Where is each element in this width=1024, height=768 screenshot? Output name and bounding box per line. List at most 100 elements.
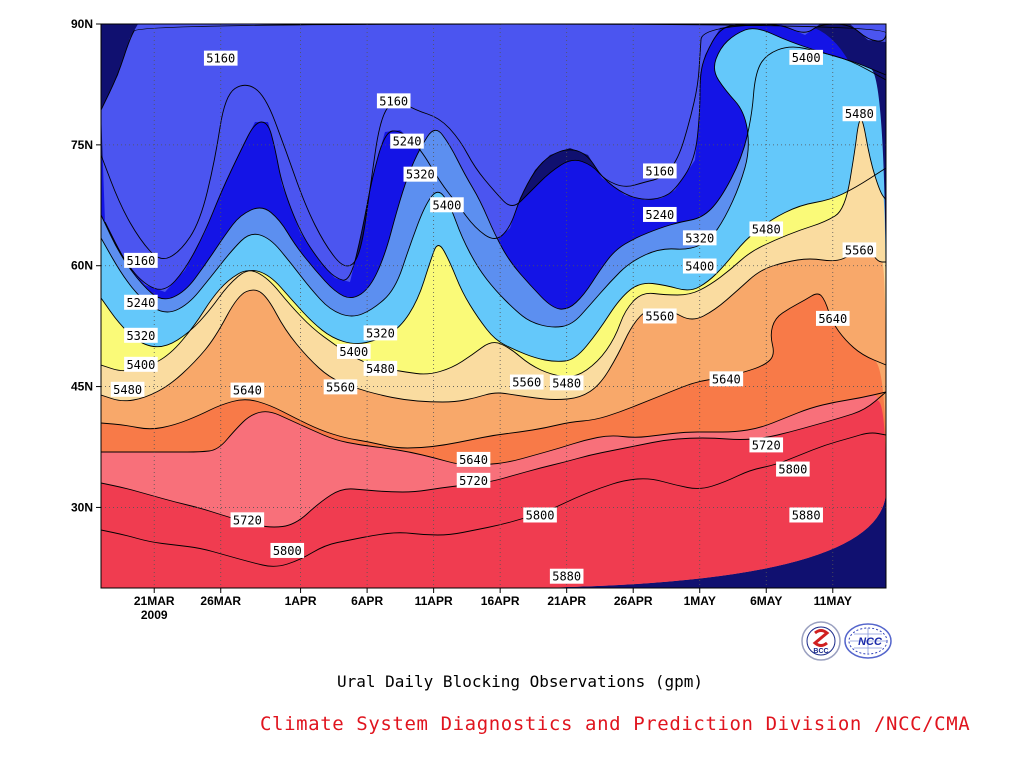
contour-label: 5480 (549, 375, 584, 391)
svg-text:5400: 5400 (432, 198, 461, 212)
svg-text:5480: 5480 (366, 362, 395, 376)
y-tick-label: 75N (71, 138, 93, 152)
contour-label: 5800 (776, 461, 810, 477)
x-tick-label: 21MAR (134, 594, 175, 608)
svg-text:5480: 5480 (845, 107, 874, 121)
svg-text:5160: 5160 (379, 94, 408, 108)
contour-label: 5160 (376, 93, 411, 109)
svg-text:5240: 5240 (126, 296, 155, 310)
gridlines (101, 24, 886, 588)
contour-label: 5800 (270, 542, 305, 558)
contour-label: 5400 (124, 356, 158, 372)
x-tick-label: 11MAY (814, 594, 852, 608)
svg-text:5720: 5720 (459, 474, 488, 488)
contour-label: 5400 (430, 197, 464, 213)
contour-line-undefined (101, 432, 886, 567)
x-tick-label: 6MAY (750, 594, 782, 608)
contour-label: 5320 (403, 166, 438, 182)
svg-text:5240: 5240 (393, 135, 422, 149)
svg-text:5480: 5480 (752, 222, 781, 236)
contour-label: 5400 (336, 343, 371, 359)
credit-line: Climate System Diagnostics and Predictio… (260, 713, 971, 735)
contour-label: 5160 (203, 50, 238, 66)
svg-text:5400: 5400 (126, 358, 155, 372)
contour-label: 5880 (549, 568, 584, 584)
contour-label: 5160 (124, 252, 158, 268)
contour-line-5640 (101, 246, 886, 403)
contour-label: 5480 (749, 221, 784, 237)
contour-label: 5880 (789, 507, 823, 523)
svg-text:5640: 5640 (818, 312, 847, 326)
x-tick-label: 26APR (614, 594, 653, 608)
svg-text:5320: 5320 (685, 231, 714, 245)
contour-line-5720 (101, 293, 886, 449)
svg-text:5720: 5720 (752, 438, 781, 452)
svg-text:5800: 5800 (526, 508, 555, 522)
contour-line-5240 (101, 24, 886, 290)
contour-label: 5720 (456, 472, 491, 488)
chart-title: Ural Daily Blocking Observations (gpm) (336, 672, 704, 691)
y-tick-label: 90N (71, 17, 93, 31)
contour-line-5560 (101, 118, 886, 378)
contour-label: 5320 (363, 325, 398, 341)
ncc-logo: NCC (844, 623, 892, 659)
contour-label: 5640 (709, 371, 744, 387)
x-tick-year-label: 2009 (141, 608, 168, 622)
contour-label: 5400 (789, 49, 823, 65)
contour-label: 5560 (643, 308, 677, 324)
contour-line-5160 (101, 24, 886, 267)
svg-text:5160: 5160 (126, 254, 155, 268)
y-tick-label: 60N (71, 259, 93, 273)
svg-text:5160: 5160 (206, 52, 235, 66)
x-tick-label: 6APR (351, 594, 383, 608)
y-tick-label: 45N (71, 380, 93, 394)
contour-label: 5400 (682, 258, 717, 274)
contour-label: 5480 (842, 106, 877, 122)
contour-label: 5240 (390, 133, 424, 149)
bcc-logo: BCC (801, 621, 841, 661)
contour-label: 5560 (323, 379, 358, 395)
contour-label: 5240 (124, 294, 158, 310)
svg-text:5400: 5400 (685, 260, 714, 274)
contour-labels: 5160 5160 5160 5160 5240 5240 5240 5320 5320 5320… (110, 49, 877, 584)
contour-label: 5480 (363, 360, 398, 376)
x-tick-label: 1APR (285, 594, 317, 608)
svg-text:5560: 5560 (326, 380, 355, 394)
svg-text:5400: 5400 (339, 345, 368, 359)
x-tick-label: 11APR (415, 594, 453, 608)
contour-label: 5640 (456, 451, 491, 467)
plot-frame (100, 23, 887, 589)
svg-text:5640: 5640 (233, 384, 262, 398)
x-tick-label: 16APR (481, 594, 520, 608)
contour-band-5240 (101, 24, 886, 292)
contour-label: 5480 (110, 381, 145, 397)
svg-text:5640: 5640 (459, 453, 488, 467)
contour-label: 5240 (643, 206, 677, 222)
svg-text:5880: 5880 (552, 570, 581, 584)
x-tick-label: 1MAY (684, 594, 716, 608)
bcc-logo-text: BCC (813, 648, 828, 655)
svg-text:5560: 5560 (645, 309, 674, 323)
svg-text:5560: 5560 (845, 243, 874, 257)
contour-label: 5320 (124, 327, 158, 343)
contour-band-5880 (101, 400, 886, 588)
contour-label: 5160 (643, 163, 677, 179)
contour-label: 5800 (523, 507, 557, 523)
svg-text:5400: 5400 (792, 51, 821, 65)
svg-text:5240: 5240 (645, 208, 674, 222)
contour-label: 5560 (509, 374, 544, 390)
contour-label: 5640 (815, 310, 850, 326)
svg-text:5160: 5160 (645, 164, 674, 178)
y-tick-label: 30N (71, 500, 93, 514)
contour-line-5400 (101, 28, 886, 328)
x-tick-label: 21APR (547, 594, 586, 608)
svg-text:5640: 5640 (712, 372, 741, 386)
svg-text:5320: 5320 (406, 168, 435, 182)
svg-text:5480: 5480 (552, 376, 581, 390)
contour-label: 5640 (230, 382, 265, 398)
contour-label: 5320 (682, 230, 717, 246)
ncc-logo-text: NCC (858, 636, 883, 648)
svg-text:5320: 5320 (126, 329, 155, 343)
